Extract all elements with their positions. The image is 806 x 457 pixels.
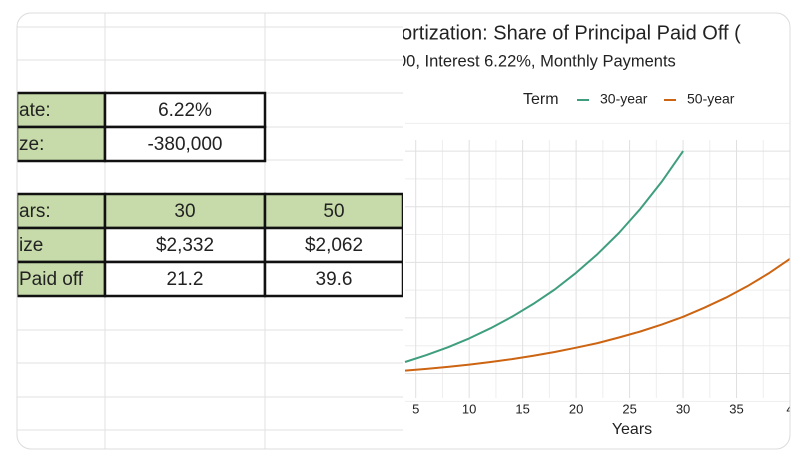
sheet-cell	[103, 226, 267, 264]
x-tick-label: 5	[412, 401, 419, 416]
sheet-value: $2,332	[156, 235, 214, 256]
card-border	[16, 12, 791, 450]
x-tick-label: 4	[786, 401, 793, 416]
sheet-cell	[17, 226, 107, 264]
x-tick-label: 30	[676, 401, 690, 416]
series-line	[404, 150, 684, 363]
sheet-value: 50	[323, 201, 344, 222]
sheet-cell	[263, 226, 405, 264]
sheet-label: ze:	[19, 134, 44, 155]
sheet-value: $2,062	[305, 235, 363, 256]
chart: ortization: Share of Principal Paid Off …	[397, 13, 793, 449]
sheet-cell	[103, 125, 267, 163]
sheet-value: -380,000	[147, 134, 222, 155]
x-tick-label: 25	[622, 401, 636, 416]
sheet-label: ars:	[19, 201, 51, 222]
x-tick-label: 35	[729, 401, 743, 416]
x-axis-label: Years	[612, 421, 652, 438]
sheet-value: 6.22%	[158, 100, 212, 121]
grid	[405, 122, 790, 402]
chart-title: ortization: Share of Principal Paid Off …	[401, 22, 741, 44]
sheet-label: ize	[19, 235, 43, 256]
sheet-value: 30	[174, 201, 195, 222]
sheet-cell	[17, 260, 107, 298]
legend-label: 30-year	[600, 91, 648, 107]
chart-bg	[403, 13, 790, 449]
sheet-cell	[17, 125, 107, 163]
sheet-label: Paid off	[19, 269, 84, 290]
sheet-label: ate:	[19, 100, 51, 121]
chart-subtitle: 00, Interest 6.22%, Monthly Payments	[397, 52, 676, 70]
legend-label: 50-year	[687, 91, 735, 107]
sheet-value: 39.6	[316, 269, 353, 290]
legend-title: Term	[523, 91, 559, 108]
sheet-cell	[263, 260, 405, 298]
x-tick-label: 20	[569, 401, 583, 416]
x-tick-label: 15	[515, 401, 529, 416]
sheet-value: 21.2	[167, 269, 204, 290]
series-line	[404, 257, 790, 372]
x-tick-label: 10	[462, 401, 476, 416]
spreadsheet: ate: 6.22% ze: -380,000 ars: 30 50 ize $2,332 $2,…	[17, 13, 405, 449]
